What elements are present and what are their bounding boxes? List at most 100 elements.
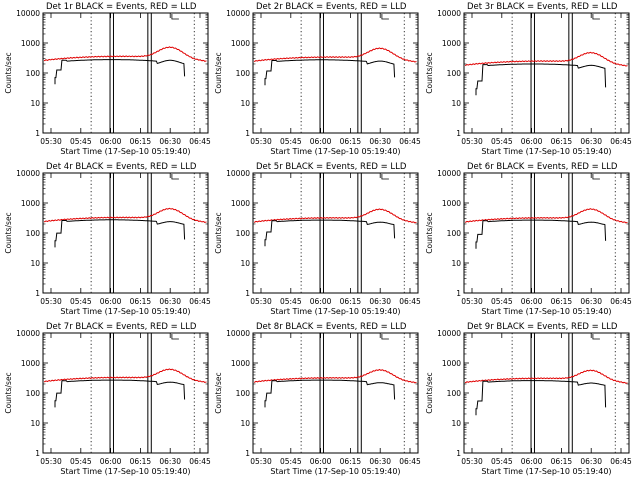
x-tick-label: 06:45	[189, 457, 211, 466]
panel-2: Det 2r BLACK = Events, RED = LLD Counts/s…	[214, 2, 421, 156]
x-tick-label: 05:45	[491, 457, 513, 466]
x-tick-label: 05:30	[461, 457, 483, 466]
x-tick-label: 06:45	[189, 297, 211, 306]
x-tick-label: 06:00	[310, 297, 332, 306]
events-series-line	[54, 59, 186, 85]
panel-1: Det 1r BLACK = Events, RED = LLD Counts/s…	[4, 2, 211, 156]
x-tick-label: 05:30	[40, 137, 62, 146]
y-axis-label: Counts/sec	[425, 372, 434, 413]
lld-series-line	[43, 368, 207, 383]
panel-5: Det 5r BLACK = Events, RED = LLD Counts/s…	[214, 162, 421, 316]
y-tick-label: 1000	[21, 39, 40, 48]
x-axis-label: Start Time (17-Sep-10 05:19:40)	[481, 147, 611, 156]
x-tick-label: 05:45	[70, 297, 92, 306]
events-series-line	[264, 379, 396, 408]
y-axis-label: Counts/sec	[4, 52, 13, 93]
x-tick-label: 06:00	[521, 297, 543, 306]
plot-frame	[252, 12, 419, 134]
x-tick-label: 06:30	[369, 457, 391, 466]
y-tick-label: 10000	[437, 329, 461, 338]
y-tick-label: 1	[35, 129, 40, 138]
x-tick-label: 06:00	[310, 137, 332, 146]
y-tick-label: 10000	[437, 169, 461, 178]
y-tick-label: 100	[236, 229, 251, 238]
x-axis-label: Start Time (17-Sep-10 05:19:40)	[270, 467, 400, 476]
events-series-line	[475, 63, 607, 96]
y-axis-label: Counts/sec	[4, 212, 13, 253]
x-tick-label: 06:15	[340, 137, 362, 146]
events-series-line	[475, 219, 607, 249]
x-tick-label: 06:45	[399, 297, 421, 306]
panel-title: Det 1r BLACK = Events, RED = LLD	[46, 2, 197, 12]
y-tick-label: 100	[26, 69, 41, 78]
x-tick-label: 06:45	[189, 137, 211, 146]
x-axis-label: Start Time (17-Sep-10 05:19:40)	[60, 307, 190, 316]
x-tick-label: 06:45	[399, 457, 421, 466]
x-tick-label: 06:45	[399, 137, 421, 146]
y-tick-label: 1	[35, 289, 40, 298]
y-tick-label: 10	[30, 419, 40, 428]
x-tick-label: 06:15	[551, 137, 573, 146]
interval-marker	[381, 14, 389, 20]
x-tick-label: 05:30	[40, 297, 62, 306]
y-tick-label: 100	[236, 69, 251, 78]
y-tick-label: 10000	[226, 9, 250, 18]
y-tick-label: 10000	[16, 329, 40, 338]
x-tick-label: 06:15	[340, 457, 362, 466]
y-tick-label: 1	[456, 449, 461, 458]
y-tick-label: 100	[26, 229, 41, 238]
interval-marker	[171, 334, 179, 340]
plot-frame	[42, 332, 209, 454]
panel-title: Det 7r BLACK = Events, RED = LLD	[46, 322, 197, 332]
x-tick-label: 05:30	[250, 297, 272, 306]
x-tick-label: 06:00	[310, 457, 332, 466]
x-tick-label: 05:45	[491, 297, 513, 306]
y-tick-label: 100	[447, 389, 462, 398]
y-tick-label: 100	[447, 229, 462, 238]
y-tick-label: 10	[451, 99, 461, 108]
panel-title: Det 3r BLACK = Events, RED = LLD	[467, 2, 618, 12]
x-tick-label: 05:30	[250, 137, 272, 146]
panel-7: Det 7r BLACK = Events, RED = LLD Counts/s…	[4, 322, 211, 476]
x-tick-label: 06:15	[130, 137, 152, 146]
x-tick-label: 06:30	[159, 457, 181, 466]
x-tick-label: 05:45	[70, 137, 92, 146]
x-tick-label: 06:45	[610, 457, 632, 466]
x-axis-label: Start Time (17-Sep-10 05:19:40)	[60, 147, 190, 156]
x-tick-label: 06:15	[551, 297, 573, 306]
x-tick-label: 06:30	[159, 297, 181, 306]
interval-marker	[171, 14, 179, 20]
x-axis-label: Start Time (17-Sep-10 05:19:40)	[481, 467, 611, 476]
panel-8: Det 8r BLACK = Events, RED = LLD Counts/s…	[214, 322, 421, 476]
x-tick-label: 05:30	[250, 457, 272, 466]
x-tick-label: 06:00	[521, 137, 543, 146]
y-tick-label: 100	[447, 69, 462, 78]
events-series-line	[475, 380, 607, 416]
y-tick-label: 1000	[442, 199, 461, 208]
x-tick-label: 06:30	[580, 457, 602, 466]
plot-frame	[463, 172, 630, 294]
panel-title: Det 6r BLACK = Events, RED = LLD	[467, 162, 618, 172]
y-tick-label: 1000	[231, 359, 250, 368]
x-tick-label: 06:30	[159, 137, 181, 146]
x-tick-label: 06:00	[100, 297, 122, 306]
lld-series-line	[253, 208, 417, 224]
y-tick-label: 10	[30, 99, 40, 108]
lld-series-line	[253, 47, 417, 63]
x-tick-label: 06:15	[130, 297, 152, 306]
y-tick-label: 100	[236, 389, 251, 398]
lld-series-line	[464, 51, 628, 67]
panel-title: Det 9r BLACK = Events, RED = LLD	[467, 322, 618, 332]
x-tick-label: 06:30	[369, 137, 391, 146]
lld-series-line	[464, 208, 628, 224]
x-tick-label: 05:45	[280, 457, 302, 466]
y-tick-label: 1	[245, 449, 250, 458]
y-tick-label: 1	[245, 289, 250, 298]
x-axis-label: Start Time (17-Sep-10 05:19:40)	[270, 307, 400, 316]
interval-marker	[592, 14, 600, 20]
panel-title: Det 4r BLACK = Events, RED = LLD	[46, 162, 197, 172]
x-tick-label: 06:30	[580, 137, 602, 146]
x-tick-label: 06:45	[610, 297, 632, 306]
x-tick-label: 06:15	[551, 457, 573, 466]
y-tick-label: 100	[26, 389, 41, 398]
